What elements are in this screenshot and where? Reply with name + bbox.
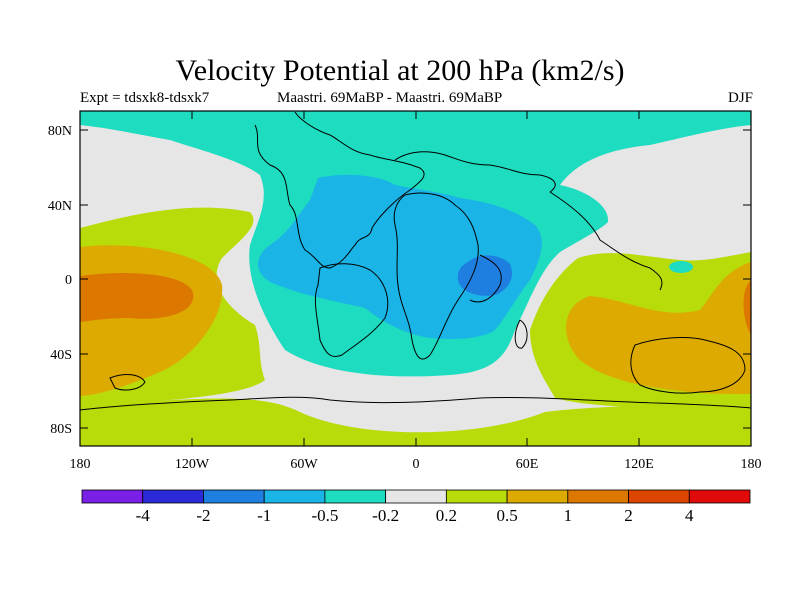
- contour-positive-orange-east: [743, 280, 751, 335]
- lon-label-60e: 60E: [516, 457, 539, 472]
- colorbar-label: 4: [685, 506, 694, 525]
- colorbar-label: -1: [257, 506, 271, 525]
- coastline-pacific-island: [109, 374, 146, 391]
- colorbar-label: -0.5: [311, 506, 338, 525]
- period-label: Maastri. 69MaBP - Maastri. 69MaBP: [277, 90, 503, 106]
- contour-negative-blue: [457, 255, 513, 296]
- colorbar-swatch: [567, 489, 629, 504]
- colorbar-label: -0.2: [372, 506, 399, 525]
- lon-label-0: 0: [413, 457, 420, 472]
- lon-label-180e: 180: [741, 457, 762, 472]
- colorbar-label: -4: [136, 506, 151, 525]
- latitude-axis: [80, 129, 751, 429]
- colorbar-swatch: [688, 489, 751, 504]
- coastline-asia-east: [549, 191, 663, 291]
- colorbar-swatch: [385, 489, 447, 504]
- lon-label-120w: 120W: [175, 457, 210, 472]
- colorbar-swatch: [81, 489, 144, 504]
- colorbar-swatch: [142, 489, 204, 504]
- lon-label-120e: 120E: [624, 457, 654, 472]
- contour-positive-south-band: [80, 398, 751, 446]
- coastline-layer: [80, 111, 751, 411]
- contour-positive-orange-west: [80, 272, 194, 322]
- season-label: DJF: [727, 90, 753, 106]
- colorbar-label: 1: [564, 506, 573, 525]
- longitude-axis: [79, 111, 752, 446]
- lat-label-80n: 80N: [48, 124, 72, 139]
- lat-label-0: 0: [65, 273, 72, 288]
- lat-label-40s: 40S: [50, 348, 72, 363]
- coastline-north-america: [254, 111, 425, 269]
- colorbar-swatch: [263, 489, 326, 504]
- lat-label-40n: 40N: [48, 199, 72, 214]
- colorbar-swatch: [445, 489, 508, 504]
- coastline-australia: [630, 337, 746, 394]
- lat-label-80s: 80S: [50, 422, 72, 437]
- colorbar-swatch: [324, 489, 387, 504]
- coastline-india-madagascar: [469, 254, 528, 349]
- coastline-europe: [394, 151, 556, 193]
- colorbar-label: 0.5: [496, 506, 517, 525]
- coastline-africa: [393, 192, 479, 360]
- lon-label-60w: 60W: [290, 457, 318, 472]
- colorbar: -4 -2 -1 -0.5 -0.2 0.2 0.5 1 2 4: [81, 489, 751, 525]
- colorbar-swatch: [628, 489, 690, 504]
- colorbar-label: 0.2: [436, 506, 457, 525]
- experiment-label: Expt = tdsxk8-tdsxk7: [80, 90, 210, 106]
- coastline-antarctica: [80, 396, 751, 411]
- contour-negative-teal-spot: [669, 261, 693, 273]
- coastline-south-america: [314, 263, 389, 357]
- contour-positive-gold-east: [566, 262, 751, 395]
- contour-negative-cyan: [257, 174, 542, 340]
- colorbar-swatch: [203, 489, 265, 504]
- colorbar-swatch: [506, 489, 569, 504]
- lon-label-180w: 180: [70, 457, 91, 472]
- colorbar-label: 2: [624, 506, 633, 525]
- contour-fill-layer: [80, 111, 751, 446]
- colorbar-label: -2: [196, 506, 210, 525]
- chart-title: Velocity Potential at 200 hPa (km2/s): [175, 54, 625, 87]
